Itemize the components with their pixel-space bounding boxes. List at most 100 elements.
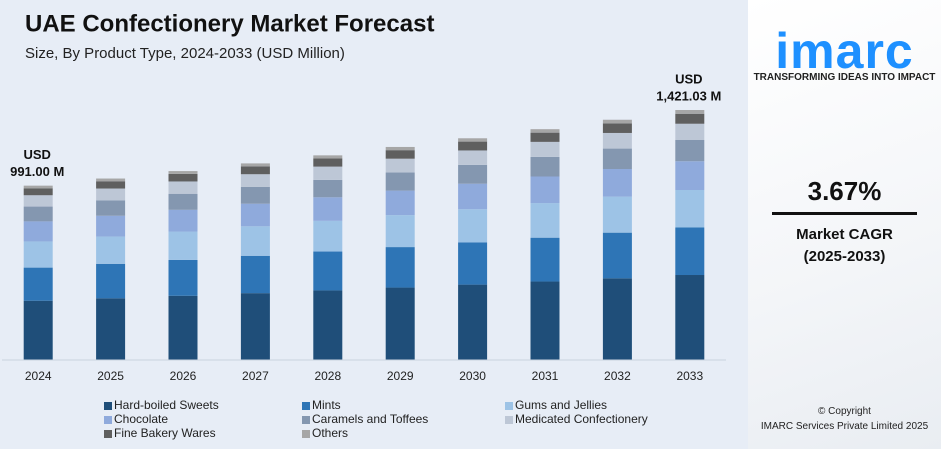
legend-swatch [505,402,513,410]
bar-segment [240,174,270,187]
legend-label: Fine Bakery Wares [114,426,216,440]
bar-segment [313,179,343,198]
bar-segment [675,275,705,360]
x-tick-label: 2024 [25,369,52,383]
bar-segment [602,278,632,360]
bar-segment [458,284,488,360]
bar-segment [530,156,560,177]
bar-segment [385,287,415,360]
legend-label: Hard-boiled Sweets [114,398,219,412]
x-tick-label: 2027 [242,369,269,383]
legend-swatch [104,416,112,424]
bar-segment [385,247,415,288]
bar-segment [240,255,270,294]
bar-segment [675,123,705,140]
bar-segment [96,178,126,182]
legend-swatch [302,430,310,438]
bar-segment [458,138,488,142]
bar-segment [96,236,126,264]
divider [772,212,917,215]
bar-segment [23,221,53,242]
bar-segment [313,251,343,291]
bar-segment [385,172,415,191]
bar-segment [385,215,415,248]
x-tick-label: 2033 [676,369,703,383]
x-tick-label: 2028 [314,369,341,383]
bar-segment [602,169,632,197]
bar-segment [313,197,343,221]
bar-segment [23,206,53,222]
bar-segment [385,150,415,159]
total-label: 991.00 M [10,164,64,179]
legend-swatch [104,402,112,410]
bar-segment [313,290,343,360]
bar-segment [23,300,53,360]
bar-segment [23,267,53,301]
legend-swatch [302,416,310,424]
bar-segment [458,242,488,285]
x-tick-label: 2032 [604,369,631,383]
cagr-label: Market CAGR [796,226,893,243]
bar-segment [385,146,415,151]
sidebar: imarc TRANSFORMING IDEAS INTO IMPACT 3.6… [748,0,941,449]
bar-segment [96,200,126,216]
bar-segment [530,129,560,133]
cagr-period: (2025-2033) [803,248,886,265]
legend-label: Chocolate [114,412,168,426]
company: IMARC Services Private Limited 2025 [760,421,929,432]
bar-segment [675,161,705,190]
x-tick-label: 2031 [532,369,559,383]
legend-label: Mints [312,398,341,412]
bar-segment [530,203,560,238]
total-label: 1,421.03 M [656,88,721,103]
x-tick-label: 2025 [97,369,124,383]
bar-segment [675,110,705,114]
bar-segment [240,163,270,167]
legend-label: Medicated Confectionery [515,412,648,426]
bar-segment [602,123,632,133]
logo: imarc [775,23,914,79]
x-tick-label: 2030 [459,369,486,383]
bar-segment [168,209,198,232]
bar-segment [240,226,270,256]
bar-segment [675,113,705,124]
bar-segment [530,141,560,157]
bar-segment [530,176,560,204]
bar-segment [602,196,632,233]
chart-subtitle: Size, By Product Type, 2024-2033 (USD Mi… [25,45,345,62]
bar-segment [168,173,198,182]
legend-label: Caramels and Toffees [312,412,428,426]
x-tick-label: 2029 [387,369,414,383]
bar-segment [240,166,270,175]
bar-segment [168,181,198,194]
bar-segment [313,155,343,159]
bar-segment [23,188,53,196]
bar-segment [602,132,632,149]
legend-swatch [104,430,112,438]
total-unit: USD [675,71,702,86]
bar-segment [313,220,343,252]
bar-segment [385,190,415,216]
bar-segment [96,263,126,299]
bar-segment [96,181,126,189]
bar-segment [530,281,560,360]
bar-segment [96,298,126,360]
bar-segment [23,195,53,207]
bar-segment [313,166,343,180]
legend-label: Others [312,426,348,440]
bar-segment [458,150,488,165]
bar-segment [675,227,705,276]
bar-segment [458,164,488,184]
bar-segment [96,215,126,237]
tagline: TRANSFORMING IDEAS INTO IMPACT [753,72,936,83]
bar-segment [458,141,488,151]
chart: UAE Confectionery Market Forecast Size, … [2,10,726,440]
bar-segment [168,259,198,296]
legend-swatch [302,402,310,410]
bar-segment [530,132,560,142]
bar-segment [385,158,415,173]
bar-segment [458,209,488,243]
bar-segment [458,183,488,210]
bar-segment [602,119,632,124]
